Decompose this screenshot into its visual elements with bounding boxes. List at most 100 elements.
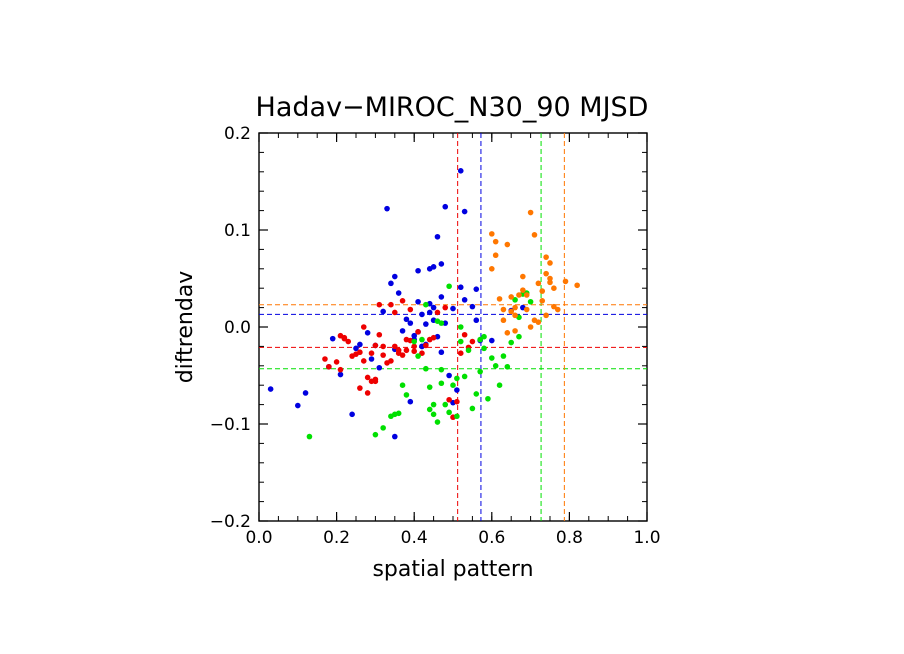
data-point	[419, 350, 425, 356]
data-point	[477, 368, 483, 375]
data-point	[489, 266, 495, 272]
data-point	[512, 328, 518, 334]
data-point	[492, 252, 499, 259]
data-point	[446, 396, 452, 403]
data-point	[523, 306, 530, 313]
data-point	[423, 321, 429, 327]
data-point	[481, 345, 487, 352]
x-tick-label: 0.6	[478, 528, 505, 548]
data-point	[539, 288, 546, 294]
data-point	[512, 312, 518, 319]
data-point	[403, 316, 410, 323]
data-point	[423, 365, 429, 372]
x-tick-label: 0.4	[401, 528, 428, 548]
data-point	[454, 413, 460, 420]
data-point	[364, 374, 371, 381]
data-point	[438, 349, 445, 356]
data-point	[496, 296, 503, 302]
data-point	[399, 382, 406, 389]
data-point	[368, 356, 375, 362]
data-point	[446, 283, 452, 290]
data-point	[527, 324, 534, 330]
data-point	[461, 297, 468, 303]
data-point	[395, 290, 402, 296]
data-point	[306, 433, 313, 440]
data-point	[380, 308, 386, 315]
data-point	[438, 261, 445, 267]
data-point	[473, 286, 480, 292]
data-point	[337, 366, 344, 373]
data-point	[523, 292, 530, 298]
data-point	[438, 294, 445, 300]
data-point	[364, 330, 371, 336]
data-point	[384, 205, 390, 212]
data-point	[465, 347, 472, 354]
data-point	[512, 297, 518, 303]
data-point	[535, 319, 542, 325]
data-point	[516, 333, 522, 340]
data-point	[438, 366, 445, 373]
data-point	[500, 317, 507, 324]
data-point	[454, 398, 460, 405]
data-point	[457, 284, 464, 291]
data-point	[368, 350, 375, 356]
mean-lines	[259, 133, 647, 521]
data-point	[392, 343, 398, 350]
data-point	[450, 305, 456, 312]
data-point	[376, 331, 383, 338]
data-point	[407, 306, 414, 313]
data-point	[337, 371, 344, 378]
data-point	[360, 324, 367, 330]
data-point	[500, 306, 507, 313]
data-point	[415, 329, 421, 335]
data-point	[434, 309, 441, 316]
y-tick-label: −0.2	[210, 512, 251, 532]
data-point	[446, 409, 452, 416]
data-point	[349, 411, 355, 418]
y-axis-label: diftrendav	[173, 271, 198, 384]
data-point	[442, 304, 449, 311]
data-point	[504, 363, 511, 370]
data-point	[543, 254, 549, 260]
data-point	[450, 382, 456, 389]
data-point	[469, 405, 476, 412]
data-point	[395, 410, 402, 417]
data-point	[399, 298, 406, 304]
data-point	[333, 359, 340, 365]
data-point	[504, 330, 511, 336]
data-point	[415, 353, 421, 359]
data-point	[322, 356, 328, 362]
data-point	[535, 280, 542, 287]
data-point	[419, 311, 425, 318]
data-point	[438, 320, 445, 326]
data-point	[551, 285, 557, 292]
data-point	[512, 304, 518, 311]
data-point	[360, 358, 367, 364]
data-point	[388, 358, 394, 364]
data-point	[392, 433, 398, 440]
data-point	[434, 233, 441, 240]
data-point	[341, 335, 348, 342]
data-point	[392, 309, 398, 316]
data-point	[457, 168, 464, 174]
data-point	[395, 347, 402, 354]
data-point	[489, 355, 495, 361]
plot-frame	[258, 132, 648, 522]
data-point	[500, 353, 507, 359]
y-tick-label: 0.0	[224, 318, 251, 338]
data-point	[492, 363, 499, 369]
data-point	[469, 303, 476, 310]
data-point	[419, 336, 425, 343]
data-point	[407, 320, 414, 326]
data-point	[551, 303, 557, 310]
data-point	[454, 375, 460, 382]
data-point	[527, 298, 534, 305]
data-point	[380, 343, 386, 350]
data-point	[423, 342, 429, 349]
data-point	[508, 339, 514, 346]
data-point	[554, 306, 561, 313]
data-point	[372, 431, 379, 438]
data-point	[411, 348, 418, 355]
data-point	[326, 363, 332, 370]
